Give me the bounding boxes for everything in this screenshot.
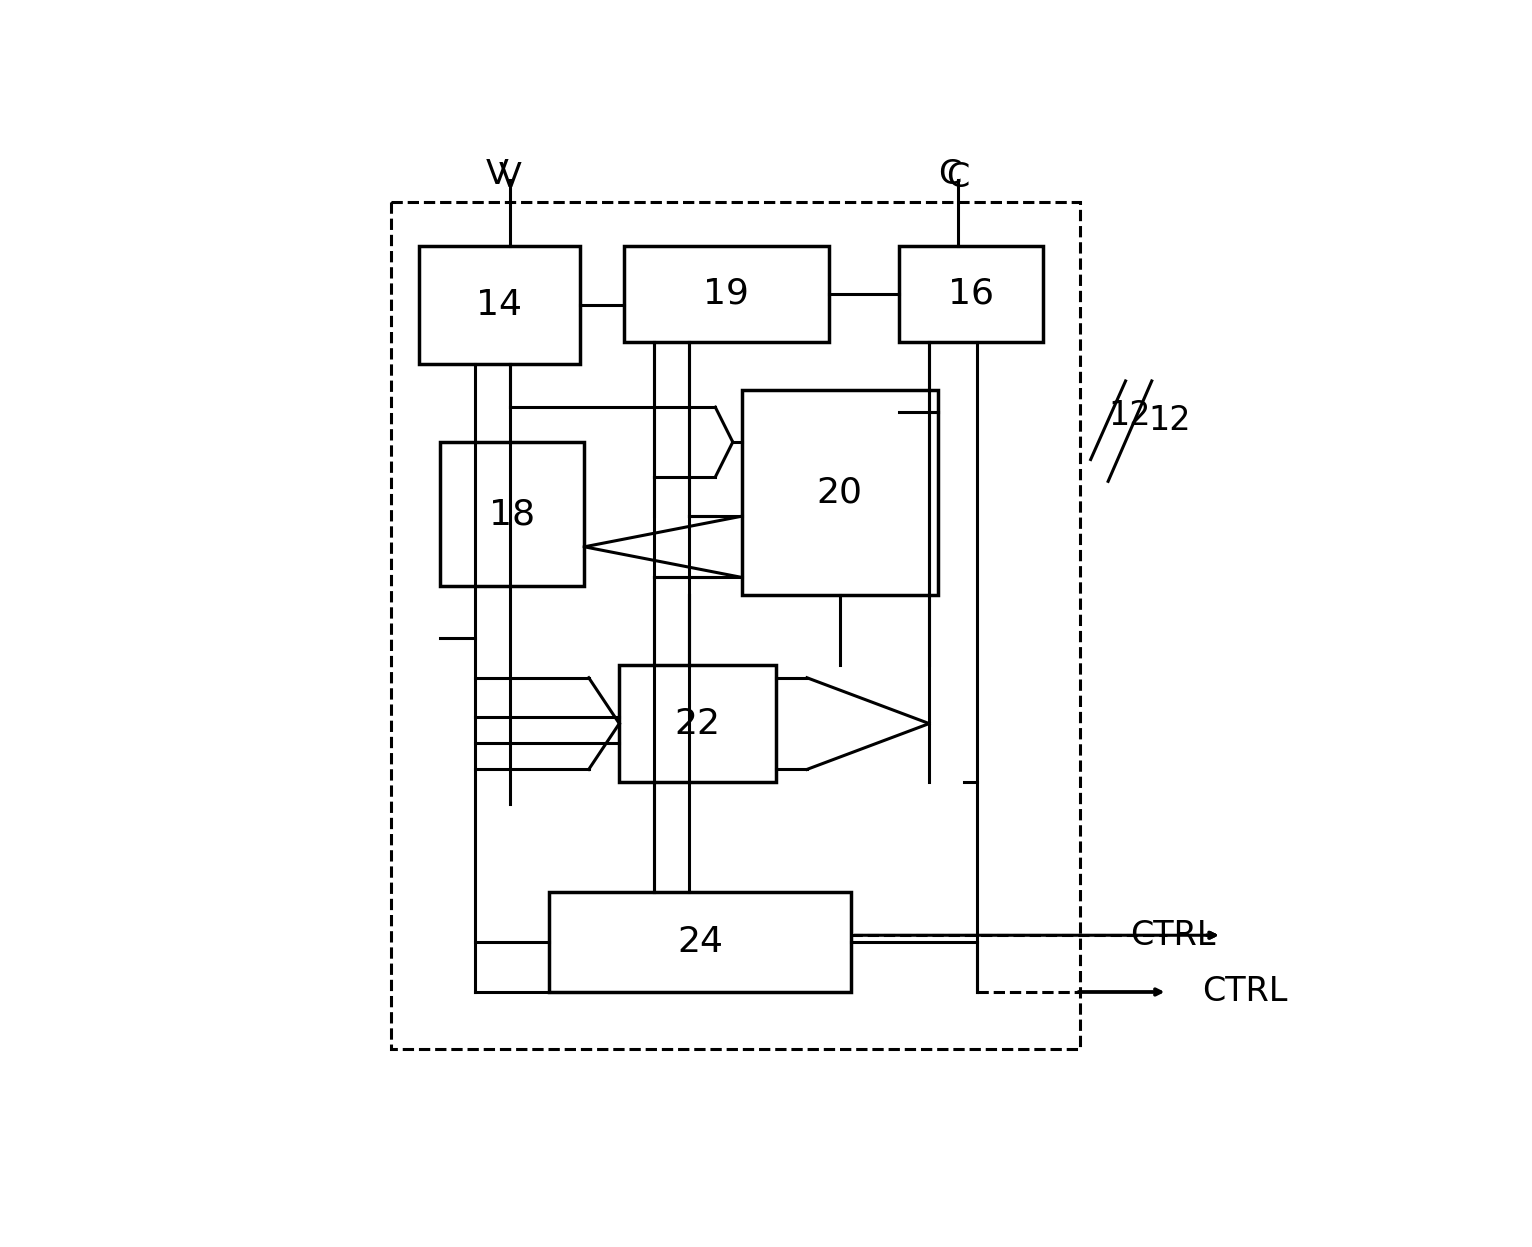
Text: 24: 24: [677, 925, 723, 959]
Bar: [624, 246, 829, 342]
Text: CTRL: CTRL: [1131, 919, 1215, 951]
Bar: [440, 443, 584, 586]
Bar: [899, 246, 1043, 342]
Text: 22: 22: [676, 707, 722, 741]
Text: V: V: [499, 161, 521, 195]
Text: 20: 20: [817, 475, 863, 509]
Text: 12: 12: [1147, 404, 1190, 436]
Bar: [550, 892, 850, 993]
Bar: [619, 665, 777, 783]
Text: 12: 12: [1109, 399, 1151, 433]
Text: 14: 14: [476, 288, 522, 322]
Bar: [418, 246, 581, 364]
Text: 19: 19: [703, 277, 749, 311]
Text: 16: 16: [948, 277, 994, 311]
Text: C: C: [947, 161, 970, 195]
Text: 18: 18: [489, 498, 535, 531]
Text: V: V: [486, 157, 509, 191]
Bar: [741, 390, 938, 595]
Text: CTRL: CTRL: [1203, 975, 1288, 1009]
Bar: [391, 202, 1080, 1049]
Text: C: C: [938, 157, 961, 191]
